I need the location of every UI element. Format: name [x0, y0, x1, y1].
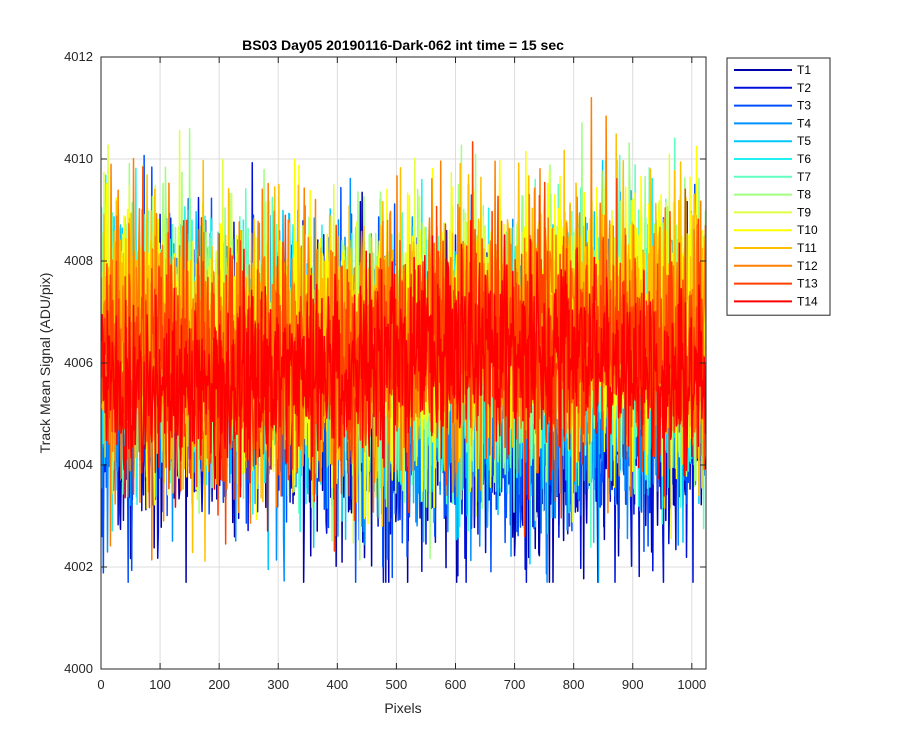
- x-tick-label: 1000: [677, 677, 706, 692]
- series-line-T14: [101, 220, 706, 532]
- y-axis-label: Track Mean Signal (ADU/pix): [37, 273, 53, 454]
- legend: T1 T2 T3 T4 T5 T6 T7 T8 T9 T10 T11 T12 T13 T14: [726, 57, 831, 316]
- x-tick-label: 600: [445, 677, 467, 692]
- legend-label-T11: T11: [797, 241, 817, 255]
- legend-label-T12: T12: [797, 259, 818, 273]
- x-tick-label: 700: [504, 677, 526, 692]
- legend-label-T14: T14: [797, 294, 818, 308]
- legend-label-T13: T13: [797, 277, 818, 291]
- legend-label-T3: T3: [797, 99, 811, 113]
- x-tick-label: 300: [267, 677, 289, 692]
- x-tick-label: 200: [208, 677, 230, 692]
- y-tick-label: 4012: [64, 49, 93, 64]
- legend-label-T1: T1: [797, 63, 811, 77]
- legend-box: [726, 57, 831, 316]
- legend-label-T6: T6: [797, 152, 811, 166]
- y-tick-label: 4006: [64, 355, 93, 370]
- legend-label-T7: T7: [797, 170, 811, 184]
- x-tick-label: 500: [386, 677, 408, 692]
- legend-label-T2: T2: [797, 81, 811, 95]
- x-axis-label: Pixels: [384, 700, 421, 716]
- legend-label-T8: T8: [797, 188, 811, 202]
- x-tick-label: 0: [97, 677, 104, 692]
- y-tick-label: 4004: [64, 457, 93, 472]
- y-tick-label: 4002: [64, 559, 93, 574]
- axis-ticks: 0 100 200 300 400 500 600 700 800 900 1000 4000 4002…: [64, 49, 706, 692]
- legend-label-T9: T9: [797, 205, 811, 219]
- y-tick-label: 4000: [64, 661, 93, 676]
- x-tick-label: 100: [149, 677, 171, 692]
- legend-label-T10: T10: [797, 223, 818, 237]
- series-lines: [101, 97, 706, 584]
- y-tick-label: 4008: [64, 253, 93, 268]
- legend-label-T5: T5: [797, 134, 811, 148]
- legend-label-T4: T4: [797, 116, 811, 130]
- x-tick-label: 400: [326, 677, 348, 692]
- x-tick-label: 800: [563, 677, 585, 692]
- x-tick-label: 900: [622, 677, 644, 692]
- chart-title: BS03 Day05 20190116-Dark-062 int time = …: [242, 37, 564, 53]
- y-tick-label: 4010: [64, 151, 93, 166]
